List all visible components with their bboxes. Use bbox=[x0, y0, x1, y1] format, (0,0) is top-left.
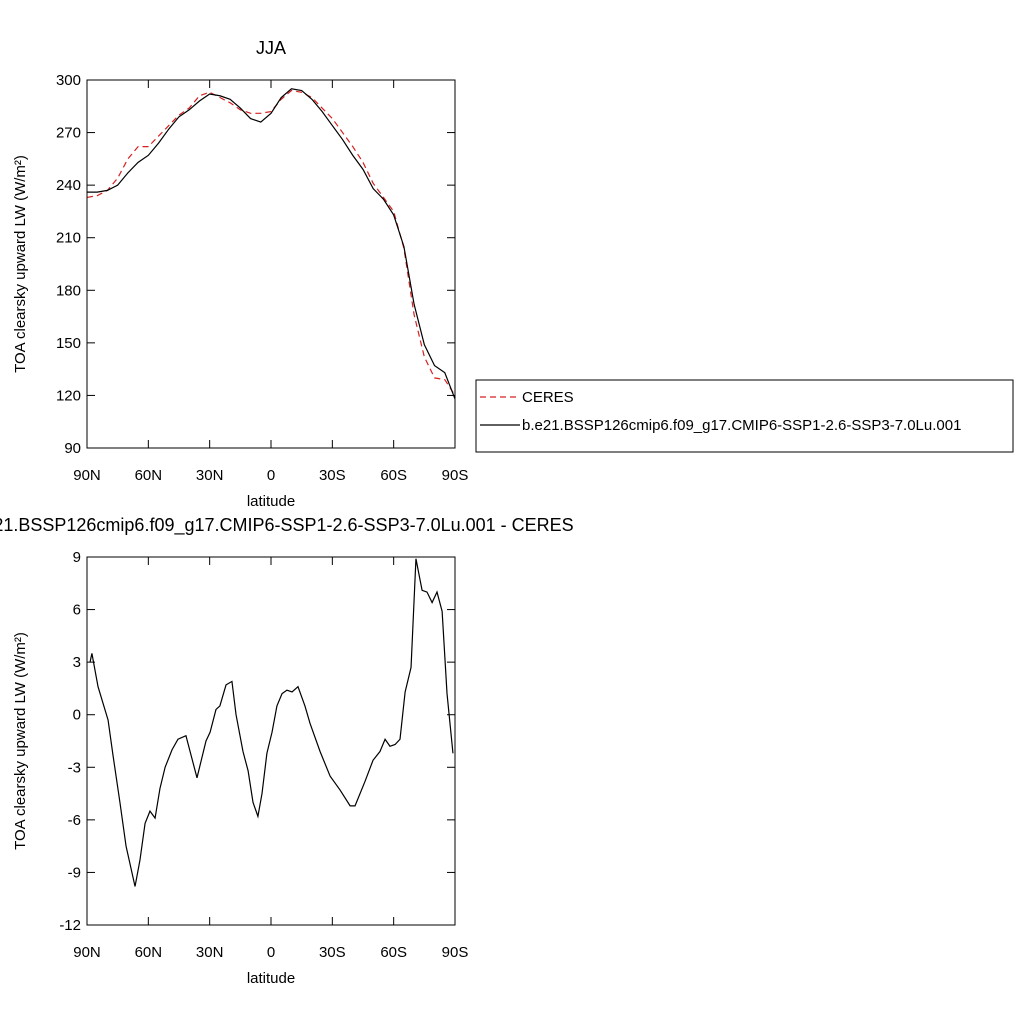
x-tick-label: 60N bbox=[135, 944, 163, 961]
y-tick-label: -3 bbox=[68, 759, 81, 776]
legend-label: CERES bbox=[522, 389, 574, 406]
x-tick-label: 90N bbox=[73, 467, 101, 484]
data-line bbox=[89, 558, 454, 887]
y-tick-label: 120 bbox=[56, 387, 81, 404]
y-tick-label: 150 bbox=[56, 335, 81, 352]
y-axis-label: TOA clearsky upward LW (W/m²) bbox=[12, 155, 29, 373]
y-tick-label: -12 bbox=[59, 917, 81, 934]
y-tick-label: 90 bbox=[64, 440, 81, 457]
y-tick-label: 270 bbox=[56, 125, 81, 142]
plot-frame bbox=[86, 79, 456, 449]
x-axis-label: latitude bbox=[247, 970, 295, 987]
x-axis-label: latitude bbox=[247, 493, 295, 510]
data-line bbox=[87, 88, 456, 400]
x-tick-label: 60S bbox=[380, 467, 407, 484]
x-tick-label: 90S bbox=[442, 944, 469, 961]
plot-frame bbox=[86, 556, 456, 926]
y-tick-label: 300 bbox=[56, 72, 81, 89]
y-tick-label: 6 bbox=[73, 602, 81, 619]
y-tick-label: -6 bbox=[68, 812, 81, 829]
x-tick-label: 90N bbox=[73, 944, 101, 961]
y-tick-label: 3 bbox=[73, 654, 81, 671]
chart-title: JJA bbox=[256, 38, 286, 58]
legend-box bbox=[475, 379, 1014, 453]
x-tick-label: 0 bbox=[267, 467, 275, 484]
y-tick-label: -9 bbox=[68, 864, 81, 881]
legend: CERES b.e21.BSSP126cmip6.f09_g17.CMIP6-SS… bbox=[475, 379, 1014, 453]
x-tick-label: 30S bbox=[319, 467, 346, 484]
data-line bbox=[86, 89, 456, 396]
y-tick-label: 210 bbox=[56, 230, 81, 247]
y-axis-label: TOA clearsky upward LW (W/m²) bbox=[12, 632, 29, 850]
y-tick-label: 240 bbox=[56, 177, 81, 194]
x-tick-label: 30S bbox=[319, 944, 346, 961]
x-tick-label: 30N bbox=[196, 467, 224, 484]
x-tick-label: 60S bbox=[380, 944, 407, 961]
x-tick-label: 90S bbox=[442, 467, 469, 484]
legend-label: b.e21.BSSP126cmip6.f09_g17.CMIP6-SSP1-2.… bbox=[522, 417, 961, 434]
x-tick-label: 30N bbox=[196, 944, 224, 961]
x-tick-label: 0 bbox=[267, 944, 275, 961]
x-tick-label: 60N bbox=[135, 467, 163, 484]
y-tick-label: 9 bbox=[73, 549, 81, 566]
y-tick-label: 180 bbox=[56, 282, 81, 299]
y-tick-label: 0 bbox=[73, 707, 81, 724]
chart-title: b.e21.BSSP126cmip6.f09_g17.CMIP6-SSP1-2.… bbox=[0, 515, 574, 536]
